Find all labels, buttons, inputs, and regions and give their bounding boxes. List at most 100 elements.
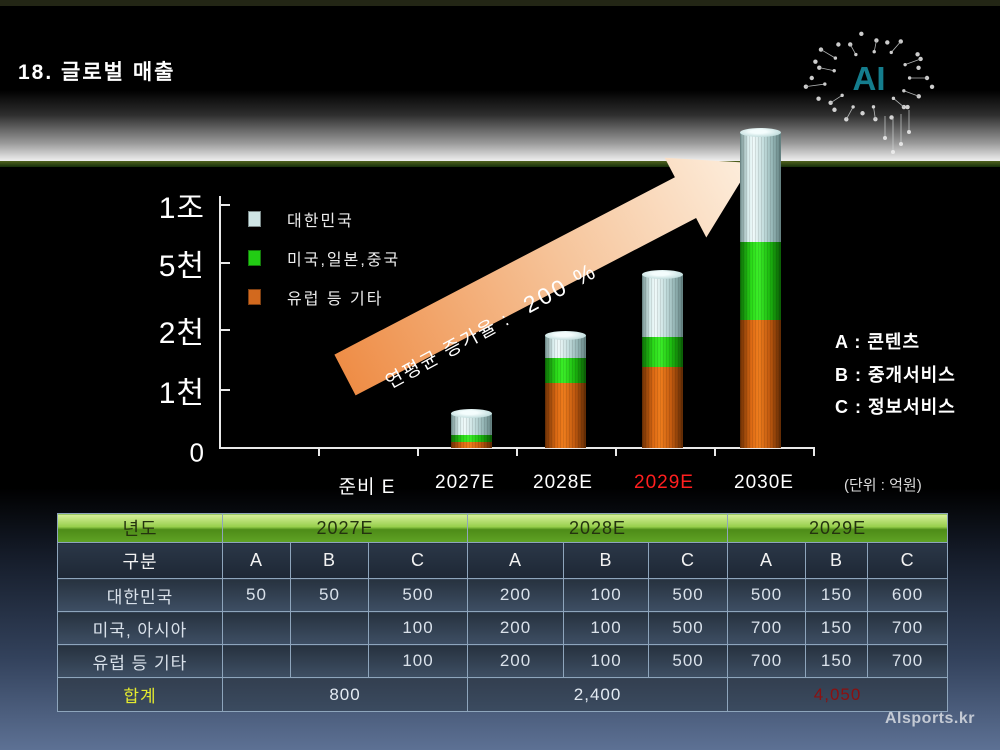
legend-swatch (248, 289, 261, 305)
watermark: Alsports.kr (885, 710, 975, 727)
bar-top-cap (545, 331, 586, 340)
year-header-cell: 년도 (57, 513, 223, 543)
circuit-dot (891, 96, 896, 101)
x-category-label: 준비 E (338, 477, 396, 498)
bar-segment-silver (642, 274, 683, 337)
abc-label: B : 중개서비스 (835, 365, 956, 385)
x-category-label: 2029E (634, 472, 694, 493)
value-cell: 150 (805, 611, 869, 645)
abc-label: A : 콘텐츠 (835, 332, 921, 352)
value-cell: 500 (367, 578, 469, 612)
legend-swatch (248, 250, 261, 266)
circuit-dot (823, 82, 827, 86)
circuit-dot (907, 130, 911, 134)
x-tick-mark (417, 449, 419, 456)
y-axis-line (219, 196, 221, 449)
legend-label: 대한민국 (287, 213, 354, 230)
value-cell: 700 (727, 611, 807, 645)
circuit-dot (916, 94, 921, 99)
value-cell (290, 644, 369, 678)
total-value-cell: 800 (221, 677, 469, 712)
subheader-cell: C (867, 542, 949, 579)
value-cell: 500 (727, 578, 807, 612)
bar-segment-green (642, 337, 683, 367)
circuit-trace (893, 98, 905, 108)
circuit-dot (854, 52, 858, 57)
value-cell: 200 (467, 578, 565, 612)
circuit-dot (840, 93, 844, 98)
x-tick-mark (813, 449, 815, 456)
ai-brain-logo: AI (785, 20, 955, 165)
legend-swatch (248, 211, 261, 227)
value-cell: 100 (563, 644, 650, 678)
circuit-dot (907, 76, 912, 80)
subheader-cell: A (467, 542, 565, 579)
table-row: 미국, 아시아 100 200 100 500 700 150 700 (57, 611, 949, 645)
year-header-cell: 2029E (727, 513, 949, 543)
value-cell: 150 (805, 644, 869, 678)
total-value-cell: 2,400 (467, 677, 729, 712)
subheader-cell: C (367, 542, 469, 579)
circuit-trace (805, 83, 825, 88)
value-cell: 50 (222, 578, 291, 612)
value-cell: 200 (467, 611, 565, 645)
y-tick-label: 0 (189, 437, 205, 468)
circuit-trace (849, 44, 857, 55)
bar-top-cap (451, 409, 492, 418)
circuit-dot (929, 84, 935, 89)
circuit-dot (883, 136, 887, 140)
value-cell (222, 644, 291, 678)
value-cell: 700 (867, 611, 949, 645)
subheader-cell: B (290, 542, 369, 579)
table-row: 유럽 등 기타 100 200 100 500 700 150 700 (57, 644, 949, 678)
y-tick-mark (221, 329, 230, 331)
y-tick-label: 5천 (158, 250, 205, 283)
x-tick-mark (318, 449, 320, 456)
value-cell: 600 (867, 578, 949, 612)
circuit-trace (904, 58, 921, 66)
circuit-dot (816, 96, 821, 101)
page-title: 18. 글로벌 매출 (18, 61, 176, 84)
row-label-cell: 대한민국 (57, 578, 223, 612)
circuit-trace (873, 106, 876, 120)
abc-label: C : 정보서비스 (835, 397, 956, 417)
subheader-cell: A (727, 542, 807, 579)
bar-segment-silver (740, 132, 781, 242)
circuit-dot (836, 42, 841, 47)
circuit-trace (819, 67, 835, 72)
bar-top-cap (740, 128, 781, 137)
circuit-dot (874, 38, 879, 43)
chart-legend: 대한민국 미국,일본,중국 유럽 등 기타 (248, 211, 400, 308)
circuit-dot (859, 31, 864, 37)
x-axis-line (219, 447, 815, 449)
x-tick-mark (516, 449, 518, 456)
circuit-dot (889, 50, 893, 55)
total-value-cell: 4,050 (727, 677, 949, 712)
value-cell: 500 (648, 611, 729, 645)
x-tick-mark (615, 449, 617, 456)
circuit-dot (860, 111, 865, 116)
circuit-dot (871, 105, 876, 109)
circuit-dot (916, 65, 921, 70)
value-cell: 50 (290, 578, 369, 612)
bar-segment-green (545, 358, 586, 383)
value-cell: 100 (563, 611, 650, 645)
circuit-trace (873, 40, 877, 52)
circuit-trace (830, 95, 843, 104)
top-border-line (0, 0, 1000, 6)
value-cell (222, 611, 291, 645)
unit-label: (단위 : 억원) (844, 477, 922, 494)
total-label-cell: 합계 (57, 677, 223, 712)
year-header-cell: 2027E (221, 513, 469, 543)
legend-item: 유럽 등 기타 (248, 289, 400, 308)
value-cell (290, 611, 369, 645)
legend-label: 유럽 등 기타 (287, 291, 384, 308)
bar-segment-silver (545, 335, 586, 358)
subheader-cell: C (648, 542, 729, 579)
circuit-trace (845, 106, 854, 120)
value-cell: 100 (367, 611, 469, 645)
circuit-dot (899, 142, 903, 146)
x-category-label: 2027E (435, 472, 495, 493)
value-cell: 500 (648, 644, 729, 678)
revenue-table-body: 년도 2027E 2028E 2029E 구분 A B C A B C A B C 대한민국 50 50 500 2… (57, 513, 949, 712)
